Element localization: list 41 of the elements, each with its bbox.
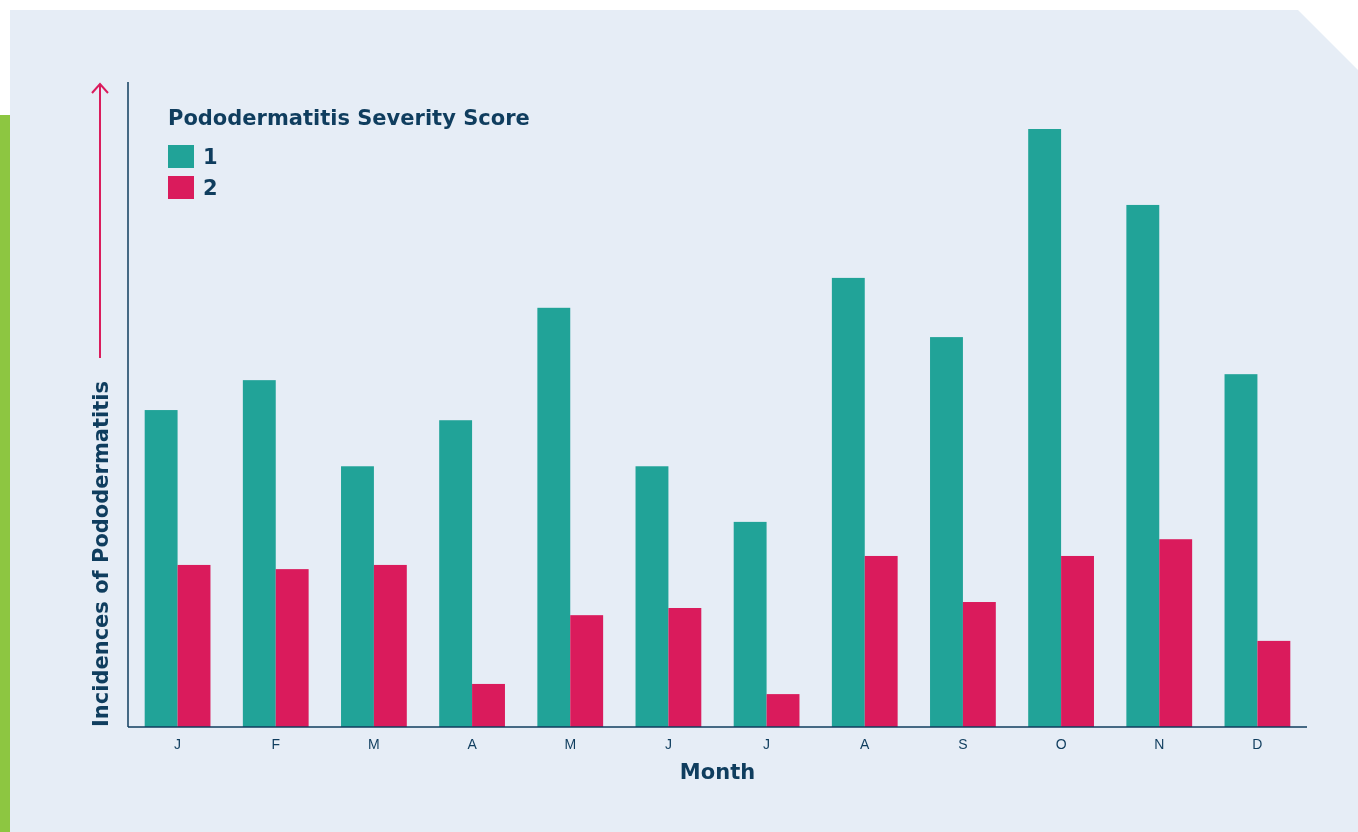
bar xyxy=(1126,204,1160,727)
x-tick-label: M xyxy=(564,735,577,752)
legend-title: Pododermatitis Severity Score xyxy=(168,106,530,130)
bar xyxy=(177,564,211,727)
bar xyxy=(1257,640,1291,727)
bar xyxy=(766,694,800,727)
bar xyxy=(373,564,407,727)
x-tick-label: A xyxy=(860,735,871,752)
bar xyxy=(962,602,996,727)
x-tick-label: D xyxy=(1252,735,1263,752)
x-tick-label: J xyxy=(664,735,672,752)
bar xyxy=(341,466,374,727)
bar xyxy=(831,277,865,727)
legend-label: 2 xyxy=(203,176,218,200)
bar xyxy=(1028,129,1062,727)
bar xyxy=(570,615,604,727)
x-tick-label: O xyxy=(1055,735,1067,752)
bar xyxy=(472,683,505,727)
bar xyxy=(733,521,767,727)
bar xyxy=(1224,374,1258,727)
x-axis-title: Month xyxy=(679,760,756,784)
bar xyxy=(439,420,473,727)
x-tick-label: J xyxy=(763,735,771,752)
bar xyxy=(144,410,178,727)
bar xyxy=(864,555,898,727)
bar xyxy=(537,307,571,727)
bar xyxy=(1061,555,1094,727)
bar xyxy=(635,466,669,727)
x-tick-label: M xyxy=(368,735,380,752)
x-tick-label: A xyxy=(467,735,478,752)
legend-label: 1 xyxy=(203,145,218,169)
bar xyxy=(275,569,309,727)
y-axis-title: Incidences of Pododermatitis xyxy=(89,381,113,727)
x-tick-label: S xyxy=(958,735,968,752)
x-tick-label: F xyxy=(271,735,281,752)
bar xyxy=(930,337,963,727)
bar xyxy=(1159,539,1193,727)
x-tick-label: N xyxy=(1154,735,1165,752)
bar xyxy=(242,380,276,727)
x-tick-label: J xyxy=(174,735,182,752)
bar xyxy=(668,608,702,727)
